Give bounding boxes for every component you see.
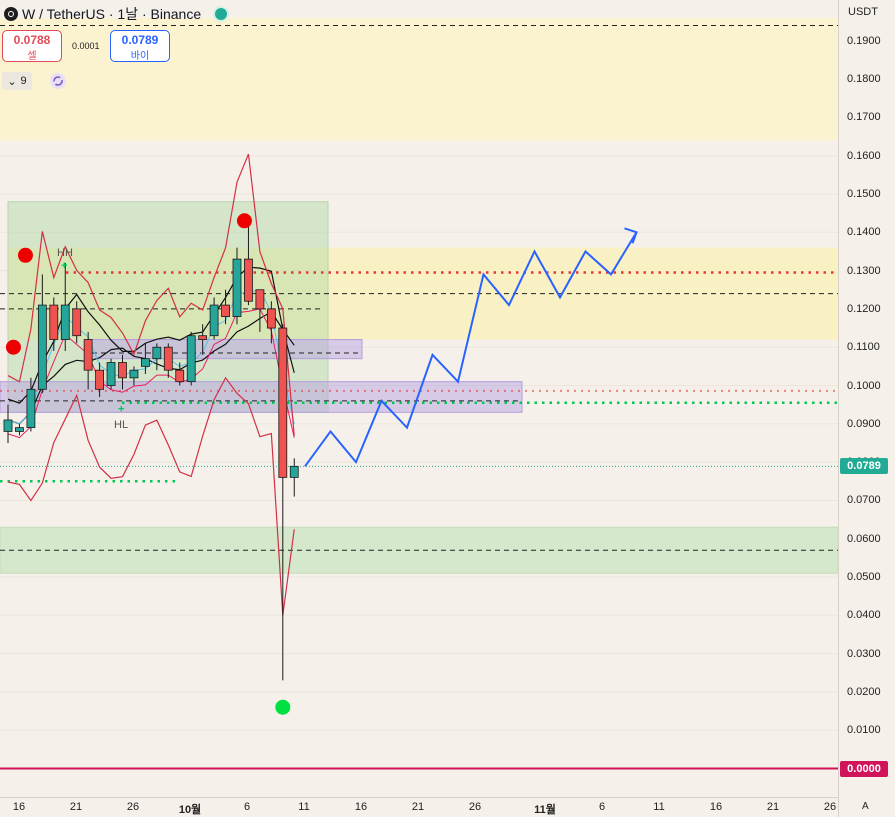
- time-tick: 10월: [178, 804, 202, 816]
- time-tick: 16: [709, 801, 723, 813]
- price-tick: 0.1900: [847, 34, 881, 47]
- candle-body: [60, 304, 70, 340]
- time-tick: 6: [598, 801, 606, 813]
- buy-label: 바이: [130, 51, 150, 62]
- price-tick: 0.1300: [847, 264, 881, 277]
- projection-path: [304, 231, 638, 467]
- candle-body: [83, 339, 93, 371]
- candle-body: [266, 308, 276, 329]
- fast-average-line-pink: [7, 308, 295, 439]
- price-tick: 0.1200: [847, 302, 881, 315]
- sync-icon[interactable]: [50, 73, 66, 89]
- sell-price: 0.0788: [13, 33, 51, 47]
- price-tick: 0.0300: [847, 647, 881, 660]
- candle-body: [15, 427, 24, 432]
- hh-plus-icon: +: [61, 260, 67, 272]
- price-tick: 0.1000: [847, 379, 881, 392]
- indicator-toggle[interactable]: ⌄ 9: [2, 72, 32, 90]
- hl-label: HL: [114, 419, 128, 431]
- spread-value: 0.0001: [72, 41, 100, 51]
- candle-body: [289, 465, 299, 478]
- sell-signal-icon: [5, 339, 21, 355]
- price-tick: 0.0200: [847, 685, 881, 698]
- chart-area[interactable]: HH + HL +: [0, 0, 838, 797]
- candle-body: [278, 327, 288, 478]
- zone-order-block: [0, 381, 523, 413]
- buy-button[interactable]: 0.0789 바이: [110, 30, 170, 62]
- zero-price-label: 0.0000: [840, 760, 888, 777]
- candle-body: [26, 388, 36, 429]
- time-tick: 11월: [534, 804, 556, 816]
- time-tick: 11: [653, 801, 665, 813]
- hl-plus-icon: +: [118, 403, 124, 415]
- time-tick: 21: [411, 801, 425, 813]
- indicator-count: 9: [20, 75, 27, 87]
- hh-label: HH: [57, 247, 73, 259]
- price-tick: 0.0400: [847, 609, 881, 622]
- candle-body: [106, 362, 116, 386]
- lower-band-line: [7, 376, 295, 616]
- projection-arrow-icon: [624, 227, 638, 244]
- price-tick: 0.1500: [847, 188, 881, 200]
- symbol-legend[interactable]: W / TetherUS · 1날 · Binance: [4, 4, 230, 24]
- symbol-title: W / TetherUS · 1날 · Binance: [22, 6, 202, 22]
- price-tick: 0.0600: [847, 532, 881, 545]
- candle-body: [186, 335, 196, 383]
- price-tick: 0.1600: [847, 149, 881, 162]
- candle-body: [72, 308, 82, 337]
- candle-body: [49, 304, 59, 340]
- time-tick: 11: [298, 801, 310, 813]
- price-tick: 0.0700: [847, 494, 881, 507]
- candle-body: [95, 369, 104, 390]
- buy-price: 0.0789: [121, 33, 159, 47]
- candle-body: [255, 289, 265, 310]
- time-axis[interactable]: 16 21 26 10월 6 11 16 21 26 11월 6 11 16 21 26: [0, 797, 838, 817]
- price-tick: 0.1100: [847, 341, 880, 354]
- current-price-label: 0.0789: [840, 458, 888, 475]
- candle-body: [3, 419, 13, 432]
- time-tick: 21: [766, 801, 780, 813]
- candle-body: [198, 335, 208, 340]
- time-tick: 6: [243, 801, 251, 813]
- moving-average-line: [7, 310, 295, 425]
- time-tick: 26: [468, 801, 482, 813]
- candle-body: [221, 304, 230, 317]
- price-axis[interactable]: 0.1900 0.1800 0.1700 0.1600 0.1500 0.1400 0.13…: [838, 0, 895, 817]
- candle-body: [140, 358, 150, 367]
- chevron-down-icon: ⌄: [7, 75, 17, 88]
- price-tick: 0.0100: [847, 724, 881, 737]
- price-tick: 0.0900: [847, 417, 881, 430]
- time-tick: 26: [126, 801, 140, 813]
- price-tick: 0.1800: [847, 73, 881, 86]
- candle-body: [232, 258, 242, 317]
- sell-button[interactable]: 0.0788 셀: [2, 30, 62, 62]
- sell-signal-icon: [236, 213, 252, 229]
- upper-band-line: [7, 153, 295, 436]
- price-tick: 0.1400: [847, 226, 881, 239]
- price-tick: 0.0500: [847, 571, 881, 583]
- market-status-icon: [213, 6, 230, 22]
- auto-scale-button[interactable]: A: [862, 801, 869, 812]
- candle-body: [163, 346, 173, 371]
- candle-body: [175, 369, 185, 383]
- candle-body: [129, 369, 139, 379]
- buy-signal-icon: [275, 699, 291, 715]
- sell-label: 셀: [27, 51, 37, 62]
- time-tick: 21: [69, 801, 83, 813]
- currency-button[interactable]: USDT: [848, 6, 878, 18]
- candle-body: [209, 304, 219, 337]
- time-tick: 26: [823, 801, 837, 813]
- time-tick: 16: [12, 801, 26, 813]
- candle-body: [37, 304, 47, 390]
- candle-body: [118, 362, 127, 379]
- price-tick: 0.1700: [847, 111, 881, 124]
- candle-body: [244, 258, 253, 302]
- price-chart[interactable]: HH+HL+: [0, 0, 838, 797]
- w-logo-icon: [4, 7, 18, 21]
- candle-body: [152, 346, 162, 360]
- time-tick: 16: [354, 801, 368, 813]
- sell-signal-icon: [17, 247, 33, 263]
